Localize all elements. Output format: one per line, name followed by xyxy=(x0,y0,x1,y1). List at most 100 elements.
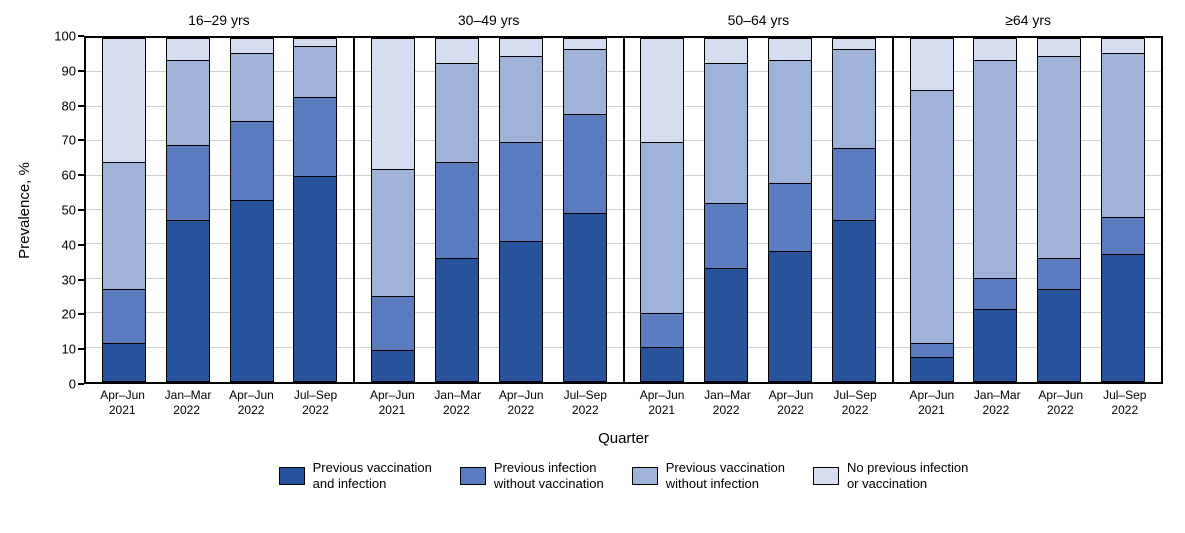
x-tick-label: Apr–Jun2022 xyxy=(769,384,813,432)
stacked-bar xyxy=(768,38,812,382)
bar-segment xyxy=(705,268,747,381)
stacked-bar xyxy=(293,38,337,382)
bar-segment xyxy=(833,39,875,49)
bar-segment xyxy=(372,169,414,296)
bar-segment xyxy=(1102,39,1144,53)
bar-segment xyxy=(103,162,145,289)
bar-segment xyxy=(564,49,606,114)
bar-segment xyxy=(769,39,811,60)
x-tick-label: Jan–Mar2022 xyxy=(974,384,1018,432)
legend-item: Previous infectionwithout vaccination xyxy=(460,460,604,491)
y-tick-label: 100 xyxy=(54,29,76,44)
panel-title: ≥64 yrs xyxy=(893,12,1163,36)
panel-title: 50–64 yrs xyxy=(624,12,894,36)
bar-segment xyxy=(705,203,747,268)
bars-row xyxy=(631,38,886,382)
bar-segment xyxy=(500,142,542,241)
bar-segment xyxy=(103,289,145,344)
bar-segment xyxy=(1102,254,1144,381)
legend-swatch xyxy=(279,467,305,485)
stacked-bar xyxy=(973,38,1017,382)
x-axis-ticks: Apr–Jun2021 Jan–Mar2022 Apr–Jun2022 Jul–Sep… xyxy=(84,384,1163,432)
x-tick-label: Jan–Mar2022 xyxy=(165,384,209,432)
bar-segment xyxy=(372,296,414,351)
bar-segment xyxy=(641,313,683,347)
stacked-bar xyxy=(563,38,607,382)
bar-segment xyxy=(641,347,683,381)
legend-swatch xyxy=(632,467,658,485)
bar-segment xyxy=(1038,56,1080,258)
bar-segment xyxy=(231,121,273,200)
x-tick-label: Jul–Sep2022 xyxy=(1103,384,1147,432)
y-tick-label: 80 xyxy=(62,98,76,113)
x-tick-panel: Apr–Jun2021Jan–Mar2022Apr–Jun2022Jul–Sep… xyxy=(84,384,354,432)
stacked-bar xyxy=(910,38,954,382)
y-axis: 0102030405060708090100 xyxy=(12,36,84,384)
legend-item: No previous infectionor vaccination xyxy=(813,460,968,491)
bars-row xyxy=(361,38,616,382)
x-tick-label: Apr–Jun2021 xyxy=(100,384,144,432)
bar-segment xyxy=(500,39,542,56)
bar-segment xyxy=(641,39,683,142)
bar-segment xyxy=(436,162,478,258)
bar-segment xyxy=(564,39,606,49)
bar-segment xyxy=(1038,39,1080,56)
bar-segment xyxy=(436,39,478,63)
bar-segment xyxy=(294,39,336,46)
chart-panel xyxy=(86,38,353,382)
bars-row xyxy=(900,38,1155,382)
legend-label: Previous vaccinationand infection xyxy=(313,460,432,491)
bar-segment xyxy=(294,46,336,97)
x-tick-label: Apr–Jun2022 xyxy=(229,384,273,432)
bar-segment xyxy=(500,56,542,142)
x-tick-label: Jan–Mar2022 xyxy=(704,384,748,432)
bar-segment xyxy=(231,39,273,53)
bar-segment xyxy=(372,350,414,381)
bar-segment xyxy=(231,200,273,381)
bar-segment xyxy=(1038,289,1080,381)
stacked-bar xyxy=(166,38,210,382)
y-tick-label: 70 xyxy=(62,133,76,148)
stacked-bar xyxy=(230,38,274,382)
bar-segment xyxy=(103,39,145,162)
legend-item: Previous vaccinationwithout infection xyxy=(632,460,785,491)
bar-segment xyxy=(1038,258,1080,289)
bar-segment xyxy=(974,39,1016,60)
legend-swatch xyxy=(460,467,486,485)
legend-item: Previous vaccinationand infection xyxy=(279,460,432,491)
stacked-bar xyxy=(371,38,415,382)
x-tick-panel: Apr–Jun2021Jan–Mar2022Apr–Jun2022Jul–Sep… xyxy=(354,384,624,432)
bar-segment xyxy=(167,220,209,381)
x-tick-label: Apr–Jun2021 xyxy=(640,384,684,432)
x-tick-label: Apr–Jun2022 xyxy=(499,384,543,432)
bar-segment xyxy=(294,176,336,381)
bar-segment xyxy=(974,60,1016,279)
bar-segment xyxy=(974,278,1016,309)
chart-panel xyxy=(353,38,622,382)
x-tick-panel: Apr–Jun2021Jan–Mar2022Apr–Jun2022Jul–Sep… xyxy=(893,384,1163,432)
bar-segment xyxy=(911,90,953,343)
y-tick-label: 20 xyxy=(62,307,76,322)
bar-segment xyxy=(167,145,209,220)
stacked-bar xyxy=(1101,38,1145,382)
y-tick-label: 30 xyxy=(62,272,76,287)
y-tick-label: 0 xyxy=(69,377,76,392)
bar-segment xyxy=(1102,53,1144,217)
bar-segment xyxy=(436,258,478,381)
legend-label: Previous infectionwithout vaccination xyxy=(494,460,604,491)
legend-label: No previous infectionor vaccination xyxy=(847,460,968,491)
stacked-bar xyxy=(435,38,479,382)
chart-panel xyxy=(892,38,1161,382)
bar-segment xyxy=(769,183,811,251)
legend: Previous vaccinationand infection Previou… xyxy=(84,460,1163,491)
bar-segment xyxy=(500,241,542,381)
x-tick-label: Jul–Sep2022 xyxy=(833,384,877,432)
bar-segment xyxy=(833,220,875,381)
bar-segment xyxy=(705,63,747,203)
bar-segment xyxy=(294,97,336,176)
stacked-bar xyxy=(832,38,876,382)
bar-segment xyxy=(167,60,209,146)
x-axis-label: Quarter xyxy=(84,430,1163,447)
legend-label: Previous vaccinationwithout infection xyxy=(666,460,785,491)
x-tick-label: Apr–Jun2022 xyxy=(1038,384,1082,432)
